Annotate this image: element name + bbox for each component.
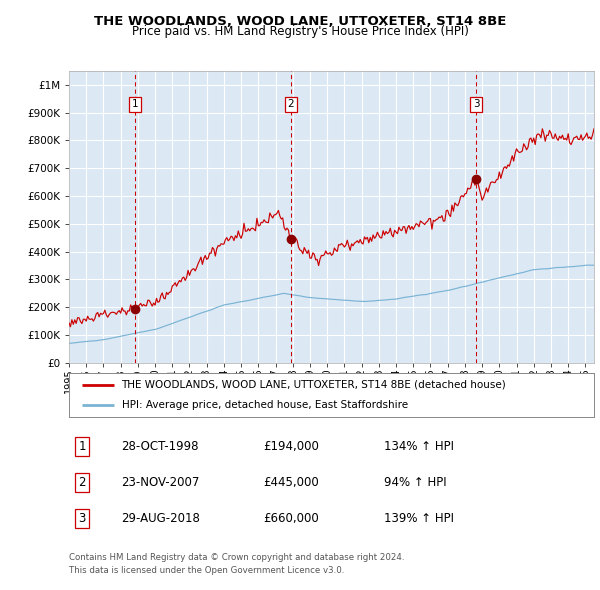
Text: £194,000: £194,000	[263, 440, 319, 453]
Text: 134% ↑ HPI: 134% ↑ HPI	[384, 440, 454, 453]
Text: 28-OCT-1998: 28-OCT-1998	[121, 440, 199, 453]
Text: 1: 1	[79, 440, 86, 453]
Text: £660,000: £660,000	[263, 512, 319, 525]
Text: 1: 1	[131, 99, 138, 109]
Text: 139% ↑ HPI: 139% ↑ HPI	[384, 512, 454, 525]
Text: 94% ↑ HPI: 94% ↑ HPI	[384, 476, 446, 489]
Text: THE WOODLANDS, WOOD LANE, UTTOXETER, ST14 8BE: THE WOODLANDS, WOOD LANE, UTTOXETER, ST1…	[94, 15, 506, 28]
Text: HPI: Average price, detached house, East Staffordshire: HPI: Average price, detached house, East…	[121, 400, 407, 410]
Text: 3: 3	[79, 512, 86, 525]
Text: 2: 2	[79, 476, 86, 489]
Text: Contains HM Land Registry data © Crown copyright and database right 2024.: Contains HM Land Registry data © Crown c…	[69, 553, 404, 562]
Text: Price paid vs. HM Land Registry's House Price Index (HPI): Price paid vs. HM Land Registry's House …	[131, 25, 469, 38]
Text: THE WOODLANDS, WOOD LANE, UTTOXETER, ST14 8BE (detached house): THE WOODLANDS, WOOD LANE, UTTOXETER, ST1…	[121, 380, 506, 390]
Text: This data is licensed under the Open Government Licence v3.0.: This data is licensed under the Open Gov…	[69, 566, 344, 575]
Text: 3: 3	[473, 99, 479, 109]
Text: 29-AUG-2018: 29-AUG-2018	[121, 512, 200, 525]
Text: £445,000: £445,000	[263, 476, 319, 489]
Text: 2: 2	[288, 99, 295, 109]
Text: 23-NOV-2007: 23-NOV-2007	[121, 476, 200, 489]
